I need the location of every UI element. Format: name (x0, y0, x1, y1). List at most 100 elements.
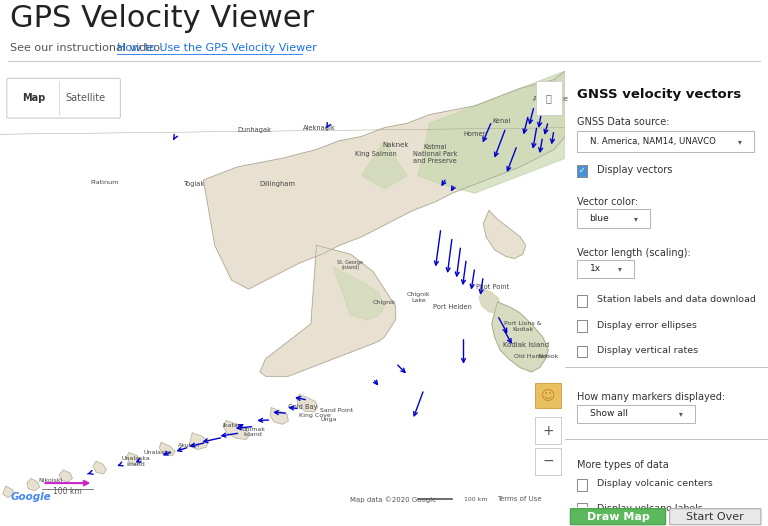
Text: +: + (542, 424, 554, 438)
Text: Naknek: Naknek (382, 142, 409, 148)
Text: GPS Velocity Viewer: GPS Velocity Viewer (10, 4, 314, 33)
Text: Old Harbor: Old Harbor (514, 354, 548, 359)
Bar (578, 165, 587, 177)
Text: Display vectors: Display vectors (597, 165, 672, 175)
Text: Dunhagak: Dunhagak (237, 127, 271, 133)
Text: ▾: ▾ (634, 214, 638, 223)
FancyBboxPatch shape (571, 509, 666, 525)
Text: ▾: ▾ (618, 265, 622, 274)
Text: Aleknagik: Aleknagik (303, 125, 336, 130)
FancyBboxPatch shape (535, 417, 561, 444)
Text: Togiak: Togiak (184, 181, 206, 187)
FancyBboxPatch shape (535, 448, 561, 475)
Text: Unimak
Island: Unimak Island (241, 427, 265, 438)
Bar (578, 404, 695, 423)
Text: Terms of Use: Terms of Use (498, 496, 542, 502)
Text: ☺: ☺ (541, 389, 555, 403)
Text: Satellite: Satellite (65, 93, 105, 103)
Text: blue: blue (590, 214, 609, 223)
Text: Unga: Unga (321, 417, 337, 422)
Bar (578, 479, 587, 491)
Text: Kenai: Kenai (493, 118, 511, 124)
Text: Unalaska
Island: Unalaska Island (121, 456, 150, 467)
Text: Akutan: Akutan (178, 443, 200, 448)
Text: ▾: ▾ (679, 409, 683, 418)
Polygon shape (270, 408, 288, 424)
Text: King Salmon: King Salmon (355, 151, 397, 157)
Text: Chignik: Chignik (372, 300, 396, 306)
Text: 100 km: 100 km (464, 497, 487, 502)
Polygon shape (296, 394, 318, 412)
Text: Port Heiden: Port Heiden (432, 305, 472, 310)
FancyBboxPatch shape (536, 81, 562, 116)
Polygon shape (223, 421, 250, 440)
Text: −: − (542, 454, 554, 468)
Text: GNSS Data source:: GNSS Data source: (578, 117, 670, 127)
Polygon shape (333, 267, 384, 320)
Polygon shape (204, 71, 565, 289)
Text: Kodiak Island: Kodiak Island (502, 342, 549, 348)
Text: Map data ©2020 Google: Map data ©2020 Google (350, 496, 437, 502)
Text: Dillingham: Dillingham (259, 181, 295, 187)
Polygon shape (479, 289, 500, 313)
Text: Display vertical rates: Display vertical rates (597, 346, 698, 355)
Bar (578, 503, 587, 515)
Text: Ikatan: Ikatan (222, 423, 242, 429)
Text: More types of data: More types of data (578, 460, 669, 470)
Polygon shape (127, 452, 141, 465)
FancyBboxPatch shape (670, 509, 761, 525)
Text: Cold Bay: Cold Bay (288, 404, 317, 410)
Text: Google: Google (10, 492, 51, 502)
Text: Draw Map: Draw Map (587, 511, 649, 522)
Bar (578, 320, 587, 332)
Text: Display error ellipses: Display error ellipses (597, 321, 697, 330)
Text: Sand Point: Sand Point (319, 408, 353, 413)
Text: 1x: 1x (590, 265, 601, 274)
Polygon shape (59, 470, 72, 482)
Polygon shape (492, 302, 548, 372)
Text: Show all: Show all (590, 409, 627, 418)
Bar (578, 131, 754, 151)
Polygon shape (3, 486, 14, 498)
Polygon shape (492, 302, 548, 372)
Text: See our instructional video:: See our instructional video: (10, 43, 167, 53)
Text: Akhiok: Akhiok (538, 354, 559, 359)
Text: King Cove: King Cove (299, 413, 331, 418)
Polygon shape (27, 479, 40, 490)
Polygon shape (483, 210, 525, 258)
Text: GNSS velocity vectors: GNSS velocity vectors (578, 88, 742, 102)
Text: ⤢: ⤢ (546, 93, 551, 103)
Text: Unalaska: Unalaska (144, 450, 173, 455)
Text: ▾: ▾ (737, 137, 741, 146)
Bar (578, 209, 650, 228)
FancyBboxPatch shape (535, 383, 561, 408)
Text: Vector color:: Vector color: (578, 197, 638, 207)
Text: Vector length (scaling):: Vector length (scaling): (578, 248, 691, 258)
Bar (578, 260, 634, 278)
Text: 100 km: 100 km (54, 487, 82, 496)
Polygon shape (160, 442, 175, 456)
Polygon shape (362, 141, 407, 189)
Polygon shape (419, 71, 565, 193)
Text: Nikolski: Nikolski (38, 479, 63, 483)
Text: ✓: ✓ (579, 166, 585, 175)
Text: Map: Map (22, 93, 46, 103)
Polygon shape (479, 289, 500, 313)
Text: Start Over: Start Over (687, 511, 744, 522)
Text: How to Use the GPS Velocity Viewer: How to Use the GPS Velocity Viewer (117, 43, 316, 53)
Text: N. America, NAM14, UNAVCO: N. America, NAM14, UNAVCO (590, 137, 716, 146)
Text: How many markers displayed:: How many markers displayed: (578, 392, 726, 402)
Text: St. George
(island): St. George (island) (337, 260, 363, 270)
Bar (578, 295, 587, 307)
Text: Platinum: Platinum (91, 180, 119, 185)
Text: Pilot Point: Pilot Point (476, 284, 509, 290)
Text: Homer: Homer (464, 132, 486, 137)
Text: Display volcano labels: Display volcano labels (597, 504, 703, 513)
Polygon shape (260, 246, 396, 376)
Text: Katmai
National Park
and Preserve: Katmai National Park and Preserve (413, 144, 458, 164)
Bar (578, 346, 587, 358)
Polygon shape (190, 433, 208, 450)
Text: Port Lions &
Kodiak: Port Lions & Kodiak (504, 321, 541, 331)
FancyBboxPatch shape (7, 78, 121, 118)
Text: Anchorage: Anchorage (533, 96, 569, 103)
